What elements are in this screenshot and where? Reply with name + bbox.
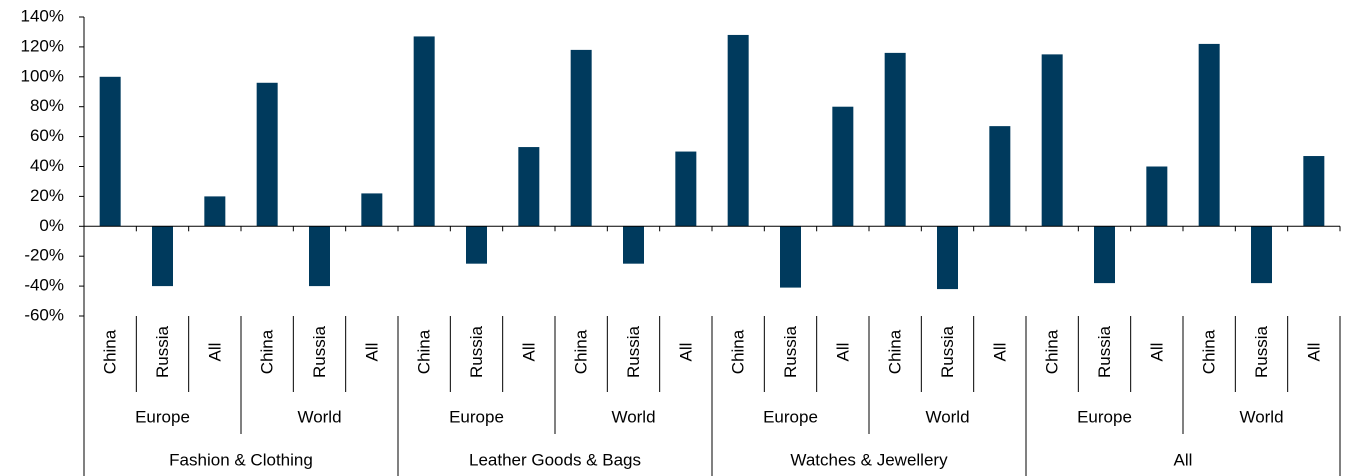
y-tick-label: 40%: [30, 156, 64, 175]
bar: [1146, 166, 1168, 227]
group-label: Leather Goods & Bags: [469, 450, 641, 469]
bar: [518, 147, 540, 227]
bar: [727, 34, 749, 227]
bar: [1303, 156, 1325, 227]
bar: [832, 106, 854, 227]
bar: [1094, 226, 1115, 284]
y-tick-label: 100%: [21, 66, 64, 85]
bar: [152, 226, 173, 287]
bar: [780, 226, 801, 288]
x-tick-label: China: [572, 329, 591, 374]
x-tick-label: Russia: [1252, 325, 1271, 378]
x-tick-label: China: [729, 329, 748, 374]
x-tick-label: Russia: [1095, 325, 1114, 378]
x-tick-label: All: [990, 343, 1009, 362]
x-tick-label: All: [1304, 343, 1323, 362]
bar: [99, 76, 121, 227]
x-tick-label: All: [519, 343, 538, 362]
bar: [675, 151, 697, 227]
x-tick-label: Russia: [938, 325, 957, 378]
x-tick-label: Russia: [153, 325, 172, 378]
bar: [884, 52, 906, 227]
x-tick-label: China: [886, 329, 905, 374]
subgroup-label: Europe: [1077, 407, 1132, 426]
y-tick-label: 120%: [21, 36, 64, 55]
x-tick-label: All: [676, 343, 695, 362]
bar: [309, 226, 330, 287]
x-tick-label: China: [1043, 329, 1062, 374]
x-tick-label: All: [362, 343, 381, 362]
x-tick-label: China: [1200, 329, 1219, 374]
x-tick-label: All: [1147, 343, 1166, 362]
bar: [256, 82, 278, 227]
subgroup-label: Europe: [449, 407, 504, 426]
bar: [204, 196, 226, 227]
y-tick-label: 20%: [30, 186, 64, 205]
y-tick-label: 60%: [30, 126, 64, 145]
x-tick-label: China: [415, 329, 434, 374]
group-label: Watches & Jewellery: [790, 450, 948, 469]
x-tick-label: Russia: [467, 325, 486, 378]
subgroup-label: Europe: [135, 407, 190, 426]
y-tick-label: 80%: [30, 96, 64, 115]
bar: [466, 226, 487, 264]
group-label: Fashion & Clothing: [169, 450, 313, 469]
subgroup-label: Europe: [763, 407, 818, 426]
x-tick-label: China: [101, 329, 120, 374]
bar: [937, 226, 958, 290]
y-tick-label: -20%: [24, 246, 64, 265]
x-tick-label: Russia: [781, 325, 800, 378]
bar: [570, 49, 592, 227]
subgroup-label: World: [297, 407, 341, 426]
subgroup-label: World: [925, 407, 969, 426]
x-tick-label: All: [205, 343, 224, 362]
bar: [1251, 226, 1272, 284]
bar: [1198, 43, 1220, 227]
bar: [623, 226, 644, 264]
x-tick-label: Russia: [310, 325, 329, 378]
y-tick-label: 0%: [39, 216, 64, 235]
bar: [361, 193, 383, 227]
y-tick-label: 140%: [21, 6, 64, 25]
x-tick-label: China: [258, 329, 277, 374]
bar: [413, 36, 435, 227]
x-tick-label: All: [833, 343, 852, 362]
group-label: All: [1174, 450, 1193, 469]
bar: [1041, 54, 1063, 227]
y-tick-label: -60%: [24, 305, 64, 324]
y-tick-label: -40%: [24, 276, 64, 295]
subgroup-label: World: [611, 407, 655, 426]
bar: [989, 126, 1011, 227]
x-tick-label: Russia: [624, 325, 643, 378]
subgroup-label: World: [1239, 407, 1283, 426]
